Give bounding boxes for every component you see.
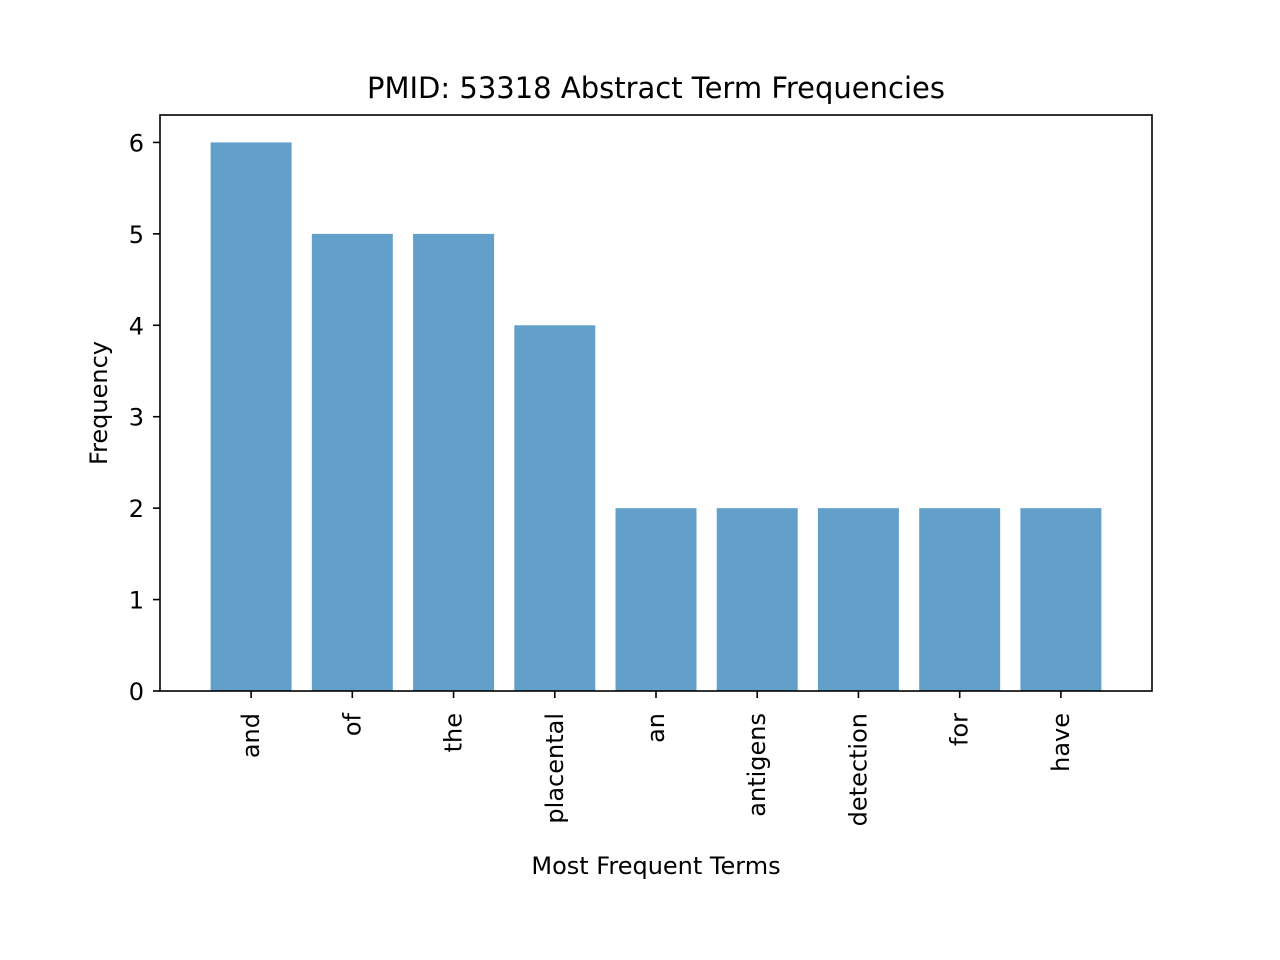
y-tick-label: 3 <box>129 404 144 432</box>
chart-title: PMID: 53318 Abstract Term Frequencies <box>367 71 945 105</box>
bars-layer <box>210 142 1102 691</box>
x-axis-title: Most Frequent Terms <box>531 852 780 880</box>
y-axis: 0 1 2 3 4 5 6 <box>129 129 160 706</box>
bar-for <box>919 508 1001 691</box>
bar-of <box>311 233 393 691</box>
x-tick-label: antigens <box>743 713 771 817</box>
y-axis-title: Frequency <box>85 341 113 465</box>
y-tick-label: 1 <box>129 587 144 615</box>
y-tick-label: 0 <box>129 678 144 706</box>
y-tick-label: 5 <box>129 221 144 249</box>
x-tick-label: have <box>1047 713 1075 772</box>
x-tick-label: an <box>642 713 670 743</box>
bar-detection <box>817 508 899 691</box>
x-tick-label: for <box>946 713 974 746</box>
bar-an <box>615 508 697 691</box>
y-tick-label: 2 <box>129 495 144 523</box>
x-tick-label: detection <box>844 713 872 826</box>
bar-and <box>210 142 292 691</box>
bar-the <box>413 233 495 691</box>
y-tick-label: 4 <box>129 312 144 340</box>
x-tick-label: placental <box>541 713 569 824</box>
y-tick-label: 6 <box>129 129 144 157</box>
x-tick-label: of <box>338 712 366 736</box>
x-tick-label: the <box>440 713 468 752</box>
x-tick-label: and <box>237 713 265 758</box>
bar-placental <box>514 325 596 691</box>
x-axis: and of the placental an antigens detection for h… <box>237 691 1075 826</box>
bar-antigens <box>716 508 798 691</box>
bar-have <box>1020 508 1102 691</box>
